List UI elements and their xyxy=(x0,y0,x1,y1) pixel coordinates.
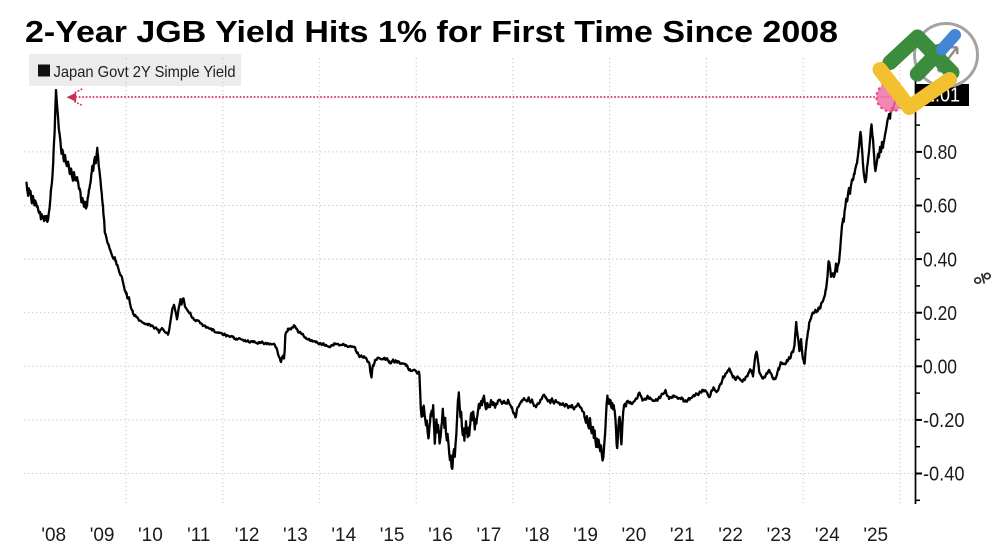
svg-text:'10: '10 xyxy=(138,525,163,545)
svg-text:'15: '15 xyxy=(380,525,405,545)
svg-text:'23: '23 xyxy=(767,525,792,545)
svg-text:'09: '09 xyxy=(90,525,115,545)
svg-text:'25: '25 xyxy=(863,525,888,545)
svg-text:'19: '19 xyxy=(573,525,598,545)
svg-text:-0.40: -0.40 xyxy=(923,464,965,486)
svg-text:'22: '22 xyxy=(718,525,743,545)
svg-text:'21: '21 xyxy=(670,525,695,545)
svg-text:0.40: 0.40 xyxy=(923,249,957,271)
svg-text:0.80: 0.80 xyxy=(923,142,957,164)
svg-text:'18: '18 xyxy=(525,525,550,545)
svg-text:'20: '20 xyxy=(622,525,647,545)
svg-text:-0.20: -0.20 xyxy=(923,410,965,432)
svg-text:'08: '08 xyxy=(41,525,66,545)
svg-text:'14: '14 xyxy=(331,525,356,545)
svg-text:Japan Govt 2Y Simple Yield: Japan Govt 2Y Simple Yield xyxy=(54,64,236,81)
svg-text:'11: '11 xyxy=(187,525,210,545)
svg-text:'13: '13 xyxy=(283,525,308,545)
svg-text:'17: '17 xyxy=(477,525,502,545)
svg-text:0.00: 0.00 xyxy=(923,357,957,379)
svg-text:'24: '24 xyxy=(815,525,840,545)
svg-text:'12: '12 xyxy=(235,525,260,545)
svg-text:0.20: 0.20 xyxy=(923,303,957,325)
svg-text:0.60: 0.60 xyxy=(923,196,957,218)
svg-text:2-Year JGB Yield Hits 1% for F: 2-Year JGB Yield Hits 1% for First Time … xyxy=(25,14,838,49)
svg-text:'16: '16 xyxy=(428,525,453,545)
